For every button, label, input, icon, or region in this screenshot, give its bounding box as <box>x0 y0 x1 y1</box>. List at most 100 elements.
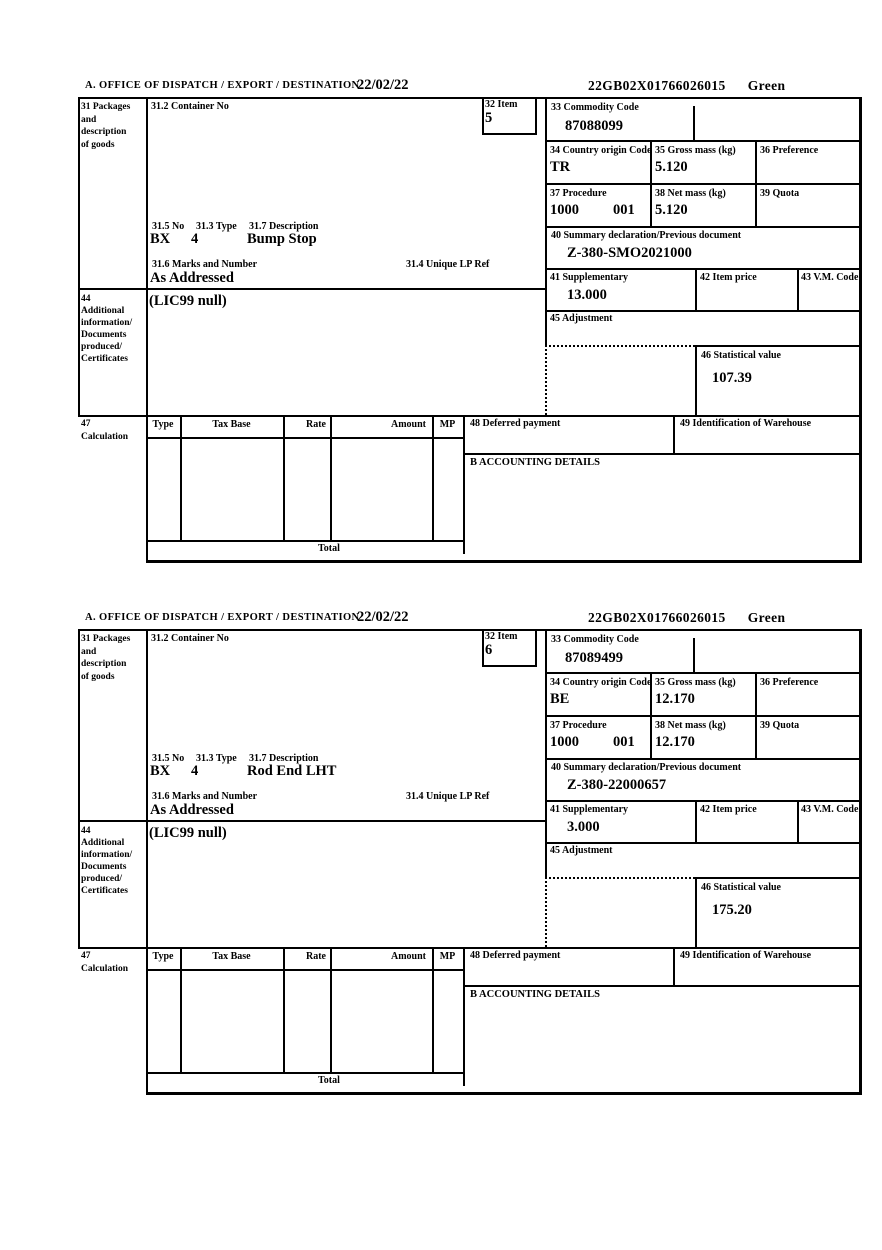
box37-procedure-label: 37 Procedure <box>550 720 607 731</box>
box31-6-marks-label: 31.6 Marks and Number <box>152 791 258 802</box>
box31-label: 31 Packages and description of goods <box>81 101 130 151</box>
right-border-line <box>859 629 862 1095</box>
box31-label-line: of goods <box>81 139 115 150</box>
divider-line <box>432 415 434 540</box>
box31-4-lp-ref-label: 31.4 Unique LP Ref <box>406 791 490 802</box>
box43-vm-code-label: 43 V.M. Code <box>801 272 859 283</box>
gross-mass-value: 5.120 <box>655 159 688 175</box>
box47-label: 47 Calculation <box>81 950 128 975</box>
divider-line <box>180 947 182 1072</box>
box44-label-line: information/ <box>81 318 133 328</box>
additional-information-value: (LIC99 null) <box>149 825 227 841</box>
box41-supplementary-label: 41 Supplementary <box>550 272 629 283</box>
package-type-value: 4 <box>191 231 199 247</box>
supplementary-units-value: 3.000 <box>567 819 600 835</box>
box32-item-label: 32 Item <box>485 631 518 642</box>
divider-line <box>78 947 862 949</box>
divider-line <box>545 140 862 142</box>
previous-document-value: Z-380-22000657 <box>567 777 667 793</box>
box31-label: 31 Packages and description of goods <box>81 633 130 683</box>
dotted-divider-line <box>545 345 547 415</box>
calc-col-type-header: Type <box>152 419 174 430</box>
box31-label-line: of goods <box>81 671 115 682</box>
divider-line <box>545 629 547 877</box>
divider-line <box>146 437 465 439</box>
divider-line <box>797 800 799 842</box>
box31-7-description-label: 31.7 Description <box>249 221 319 232</box>
box40-summary-label: 40 Summary declaration/Previous document <box>551 762 742 773</box>
divider-line <box>463 947 465 1072</box>
calc-total-label: Total <box>318 1075 340 1086</box>
divider-line <box>545 842 862 844</box>
item-box-left-line <box>482 629 484 665</box>
divider-line <box>797 268 799 310</box>
bottom-border-line <box>146 560 862 563</box>
box44-label-line: Additional <box>81 838 125 848</box>
gross-mass-value: 12.170 <box>655 691 695 707</box>
divider-line <box>330 415 332 540</box>
divider-line <box>545 800 862 802</box>
box31-3-type-label: 31.3 Type <box>196 753 237 764</box>
box44-label-line: Documents <box>81 862 127 872</box>
calc-col-mp-header: MP <box>439 951 456 962</box>
box49-warehouse-label: 49 Identification of Warehouse <box>680 418 812 429</box>
marks-and-numbers-value: As Addressed <box>150 802 234 818</box>
box47-label-line: Calculation <box>81 431 128 442</box>
accounting-details-label: B ACCOUNTING DETAILS <box>470 457 600 468</box>
routing-status: Green <box>747 610 786 625</box>
box33-commodity-label: 33 Commodity Code <box>551 102 639 113</box>
calc-col-mp-header: MP <box>439 419 456 430</box>
divider-line <box>146 540 465 542</box>
calc-col-rate-header: Rate <box>306 951 326 962</box>
box39-quota-label: 39 Quota <box>760 188 800 199</box>
movement-reference-number: 22GB02X01766026015 <box>588 78 726 93</box>
goods-description-value: Bump Stop <box>247 231 317 247</box>
left-border-line <box>78 97 80 415</box>
divider-line <box>78 820 545 822</box>
box31-label-line: 31 Packages <box>81 102 131 112</box>
box31-6-marks-label: 31.6 Marks and Number <box>152 259 258 270</box>
divider-line <box>545 310 862 312</box>
office-of-dispatch-label: A. OFFICE OF DISPATCH / EXPORT / DESTINA… <box>85 80 360 91</box>
divider-line <box>482 133 537 135</box>
box48-deferred-label: 48 Deferred payment <box>470 950 561 961</box>
box44-label-line: produced/ <box>81 342 123 352</box>
box34-country-label: 34 Country origin Code <box>550 677 652 688</box>
additional-information-value: (LIC99 null) <box>149 293 227 309</box>
box31-2-container-label: 31.2 Container No <box>151 633 229 644</box>
box39-quota-label: 39 Quota <box>760 720 800 731</box>
divider-line <box>695 877 862 879</box>
box45-adjustment-label: 45 Adjustment <box>550 845 613 856</box>
divider-line <box>545 758 862 760</box>
right-border-line <box>859 97 862 563</box>
divider-line <box>695 345 862 347</box>
office-of-dispatch-label: A. OFFICE OF DISPATCH / EXPORT / DESTINA… <box>85 612 360 623</box>
box44-label-line: Documents <box>81 330 127 340</box>
box47-label-line: Calculation <box>81 963 128 974</box>
declaration-item-copy: A. OFFICE OF DISPATCH / EXPORT / DESTINA… <box>78 77 862 564</box>
divider-line <box>650 672 652 758</box>
box44-label-line: Additional <box>81 306 125 316</box>
divider-line <box>146 629 148 1095</box>
commodity-code-subdivider <box>693 106 695 140</box>
calc-col-tax-base-header: Tax Base <box>212 951 251 962</box>
box42-item-price-label: 42 Item price <box>700 804 757 815</box>
total-row-stub-line <box>463 1074 465 1086</box>
box31-label-line: and <box>81 646 97 657</box>
calc-col-rate-header: Rate <box>306 419 326 430</box>
commodity-code-subdivider <box>693 638 695 672</box>
country-origin-value: TR <box>550 159 571 175</box>
procedure-code-value: 1000 <box>550 202 579 218</box>
divider-line <box>545 268 862 270</box>
statistical-value: 175.20 <box>712 902 752 918</box>
country-origin-value: BE <box>550 691 570 707</box>
divider-line <box>146 97 148 563</box>
box47-label-line: 47 <box>81 951 91 961</box>
box47-label: 47 Calculation <box>81 418 128 443</box>
procedure-additional-code-value: 001 <box>613 202 635 218</box>
divider-line <box>78 97 862 99</box>
goods-description-value: Rod End LHT <box>247 763 337 779</box>
divider-line <box>482 665 537 667</box>
box32-item-label: 32 Item <box>485 99 518 110</box>
divider-line <box>673 415 675 453</box>
